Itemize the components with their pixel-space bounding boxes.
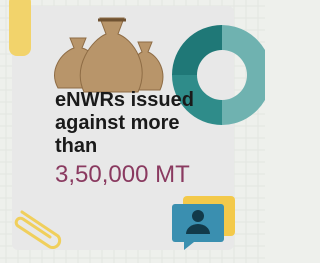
text-line: eNWRs issued xyxy=(55,89,194,111)
text-line: against more xyxy=(55,112,179,134)
text-line: than xyxy=(55,135,97,157)
infographic-card: eNWRs issued against more than 3,50,000 … xyxy=(0,0,265,263)
page: eNWRs issued against more than 3,50,000 … xyxy=(0,0,265,263)
yellow-tab xyxy=(9,0,31,56)
highlight-value: 3,50,000 MT xyxy=(55,161,190,188)
